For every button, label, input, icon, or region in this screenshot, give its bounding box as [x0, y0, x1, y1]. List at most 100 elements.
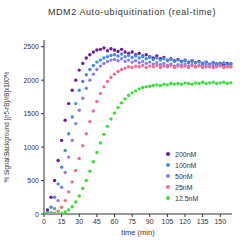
point	[116, 59, 119, 62]
point	[137, 56, 140, 59]
point	[226, 64, 229, 67]
point	[44, 212, 46, 214]
point	[81, 144, 84, 147]
point	[169, 64, 172, 67]
point	[130, 66, 133, 69]
y-axis-label: % Signal:Background [(r5-rB)/rB]x100%	[3, 71, 11, 182]
point	[56, 199, 59, 202]
point	[106, 80, 109, 83]
point	[155, 83, 158, 86]
x-tick-label: 150	[214, 218, 226, 225]
point	[134, 59, 137, 62]
point	[120, 52, 123, 55]
point	[187, 66, 190, 69]
point	[44, 212, 46, 214]
y-tick-label: 500	[27, 177, 39, 184]
point	[116, 54, 119, 57]
point	[102, 46, 105, 49]
point	[130, 50, 133, 53]
point	[201, 80, 204, 83]
point	[212, 80, 215, 83]
point	[44, 212, 46, 214]
point	[148, 60, 151, 63]
point	[60, 186, 63, 189]
point	[92, 64, 95, 67]
point	[74, 78, 77, 81]
point	[127, 65, 130, 68]
point	[226, 82, 229, 85]
x-tick	[61, 214, 62, 217]
point	[226, 65, 229, 68]
point	[95, 151, 98, 154]
point	[67, 132, 70, 135]
point	[85, 56, 88, 59]
chart: MDM2 Auto-ubiquitination (real-time) 0 500…	[0, 0, 240, 240]
point	[169, 57, 172, 60]
point	[71, 115, 74, 118]
point	[183, 64, 186, 67]
point	[162, 57, 165, 60]
point	[46, 212, 49, 214]
point	[106, 55, 109, 58]
series	[44, 80, 233, 214]
legend-label: 200nM	[175, 151, 197, 158]
point	[145, 66, 148, 69]
point	[106, 49, 109, 52]
point	[141, 86, 144, 89]
point	[134, 54, 137, 57]
point	[176, 58, 179, 61]
point	[92, 109, 95, 112]
point	[127, 58, 130, 61]
y-axis	[44, 40, 45, 214]
point	[67, 102, 70, 105]
point	[113, 58, 116, 61]
point	[102, 85, 105, 88]
point	[141, 55, 144, 58]
x-axis	[44, 214, 232, 215]
point	[106, 60, 109, 63]
point	[148, 64, 151, 67]
point	[67, 208, 70, 211]
x-tick-label: 105	[162, 218, 174, 225]
point	[162, 82, 165, 85]
point	[109, 54, 112, 57]
y-tick-label: 0	[35, 211, 39, 218]
point	[85, 73, 88, 76]
x-tick-label: 30	[75, 218, 83, 225]
point	[194, 61, 197, 64]
title: MDM2 Auto-ubiquitination (real-time)	[48, 7, 216, 17]
point	[116, 50, 119, 53]
point	[187, 61, 190, 64]
point	[92, 72, 95, 75]
point	[222, 65, 225, 68]
legend-marker	[166, 163, 170, 167]
point	[229, 81, 232, 84]
point	[99, 58, 102, 61]
point	[183, 59, 186, 62]
x-tick	[167, 214, 168, 217]
point	[85, 179, 88, 182]
point	[190, 60, 193, 63]
point	[166, 58, 169, 61]
legend-label: 25nM	[175, 184, 193, 191]
point	[74, 122, 77, 125]
point	[137, 52, 140, 55]
point	[127, 94, 130, 97]
point	[215, 64, 218, 67]
x-tick-label: 45	[93, 218, 101, 225]
legend-marker	[166, 196, 170, 200]
y-tick	[41, 80, 44, 81]
x-tick-label: 90	[146, 218, 154, 225]
point	[99, 92, 102, 95]
point	[63, 149, 66, 152]
series	[44, 46, 233, 214]
point	[222, 61, 225, 64]
point	[109, 47, 112, 50]
point	[102, 133, 105, 136]
point	[180, 60, 183, 63]
x-tick	[44, 214, 45, 217]
point	[219, 64, 222, 67]
point	[109, 58, 112, 61]
point	[120, 57, 123, 60]
point	[74, 200, 77, 203]
